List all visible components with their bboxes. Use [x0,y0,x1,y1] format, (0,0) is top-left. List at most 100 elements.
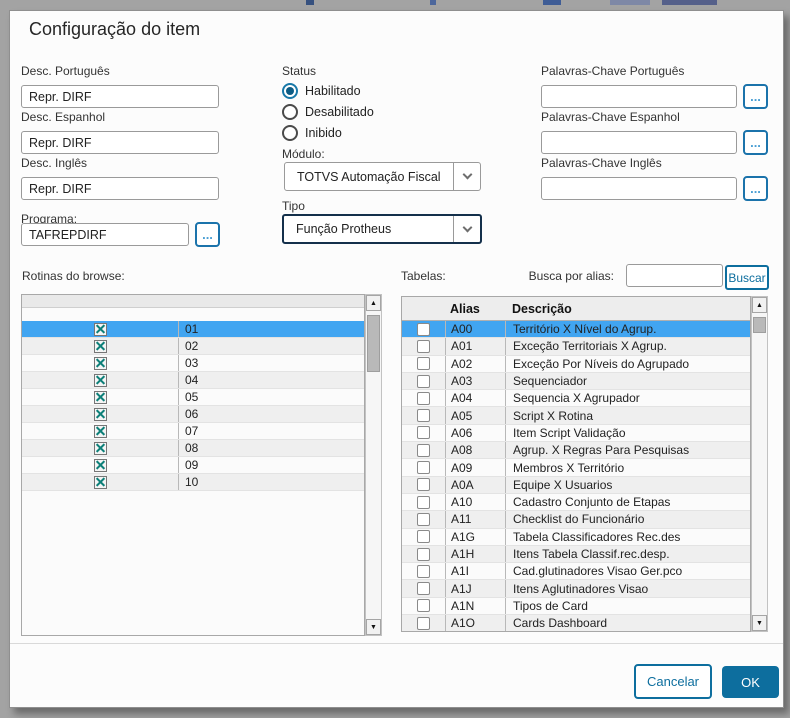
rotinas-table: 01 02 03 04 05 06 07 08 09 10 [21,294,365,636]
tabela-row[interactable]: A02 Exceção Por Níveis do Agrupado [402,355,750,373]
tabela-row[interactable]: A1I Cad.glutinadores Visao Ger.pco [402,563,750,581]
tabela-row[interactable]: A06 Item Script Validação [402,424,750,443]
row-checkbox[interactable] [417,339,430,353]
tabela-row[interactable]: A11 Checklist do Funcionário [402,511,750,529]
keywords-portugues-input[interactable] [541,85,737,108]
keywords-espanhol-browse-button[interactable]: ... [743,130,768,155]
tabela-alias: A09 [445,459,505,476]
tabela-row[interactable]: A03 Sequenciador [402,372,750,391]
radio-desabilitado-label: Desabilitado [305,105,374,119]
row-checkbox[interactable] [417,374,430,388]
keywords-ingles-input[interactable] [541,177,737,200]
row-checkbox[interactable] [417,357,430,371]
radio-unselected-icon [282,104,298,120]
checked-x-icon [93,339,107,353]
row-checkbox[interactable] [417,512,430,526]
rotina-row[interactable]: 06 [22,406,364,423]
tabela-row[interactable]: A1N Tipos de Card [402,597,750,616]
scroll-up-icon[interactable]: ▲ [752,297,767,313]
tabela-row[interactable]: A09 Membros X Território [402,459,750,477]
tabela-row[interactable]: A0A Equipe X Usuarios [402,476,750,494]
desc-espanhol-input[interactable] [21,131,219,154]
row-checkbox[interactable] [417,495,430,509]
rotina-number: 10 [185,475,199,489]
row-checkbox[interactable] [417,322,430,336]
tabela-alias: A0A [445,476,505,493]
row-checkbox[interactable] [417,461,430,475]
tipo-value: Função Protheus [296,222,392,236]
rotina-row[interactable]: 03 [22,355,364,372]
rotinas-scrollbar[interactable]: ▲ ▼ [365,294,382,636]
tabela-alias: A1I [445,563,505,580]
row-checkbox[interactable] [417,530,430,544]
row-checkbox[interactable] [417,582,430,596]
rotina-row[interactable]: 10 [22,474,364,491]
rotina-row[interactable]: 08 [22,440,364,457]
tabela-row[interactable]: A01 Exceção Territoriais X Agrup. [402,338,750,356]
checked-x-icon [93,373,107,387]
rotinas-scrollbar-thumb[interactable] [367,315,380,372]
row-checkbox[interactable] [417,564,430,578]
radio-habilitado[interactable]: Habilitado [282,83,361,99]
tabela-row[interactable]: A1H Itens Tabela Classif.rec.desp. [402,545,750,564]
tabela-row[interactable]: A1O Cards Dashboard [402,615,750,631]
checked-x-icon [93,322,107,336]
tabela-descricao: Sequenciador [505,372,750,390]
desc-portugues-input[interactable] [21,85,219,108]
keywords-portugues-browse-button[interactable]: ... [743,84,768,109]
tabela-row[interactable]: A1J Itens Aglutinadores Visao [402,580,750,598]
rotina-row[interactable]: 05 [22,389,364,406]
tabelas-table: Alias Descrição A00 Território X Nível do… [401,296,751,632]
row-checkbox[interactable] [417,616,430,630]
tabela-alias: A1N [445,597,505,615]
row-checkbox[interactable] [417,478,430,492]
alias-column-header: Alias [450,302,480,316]
row-checkbox[interactable] [417,443,430,457]
tabela-row[interactable]: A1G Tabela Classificadores Rec.des [402,528,750,546]
desc-ingles-input[interactable] [21,177,219,200]
tabela-row[interactable]: A04 Sequencia X Agrupador [402,390,750,408]
tabelas-scrollbar-thumb[interactable] [753,317,766,333]
programa-input[interactable] [21,223,189,246]
modulo-value: TOTVS Automação Fiscal [297,169,441,184]
keywords-espanhol-input[interactable] [541,131,737,154]
cancel-button[interactable]: Cancelar [634,664,712,699]
row-checkbox[interactable] [417,426,430,440]
scroll-down-icon[interactable]: ▼ [366,619,381,635]
rotina-row[interactable]: 02 [22,338,364,355]
tabela-descricao: Equipe X Usuarios [505,476,750,493]
rotina-row[interactable]: 04 [22,372,364,389]
buscar-button[interactable]: Buscar [725,265,769,290]
busca-alias-input[interactable] [626,264,723,287]
tabela-row[interactable]: A00 Território X Nível do Agrup. [402,321,750,339]
tabela-row[interactable]: A10 Cadastro Conjunto de Etapas [402,493,750,512]
scroll-up-icon[interactable]: ▲ [366,295,381,311]
tabelas-table-header: Alias Descrição [402,297,750,321]
radio-desabilitado[interactable]: Desabilitado [282,104,374,120]
tipo-select[interactable]: Função Protheus [282,214,482,244]
rotina-row[interactable]: 07 [22,423,364,440]
scroll-down-icon[interactable]: ▼ [752,615,767,631]
row-checkbox[interactable] [417,547,430,561]
rotina-number: 03 [185,356,199,370]
tabela-descricao: Cards Dashboard [505,615,750,631]
tabela-descricao: Cadastro Conjunto de Etapas [505,493,750,511]
checked-x-icon [93,424,107,438]
dialog-title: Configuração do item [29,19,201,39]
modulo-select[interactable]: TOTVS Automação Fiscal [284,162,481,191]
row-checkbox[interactable] [417,599,430,613]
programa-label: Programa: [21,212,78,226]
row-checkbox[interactable] [417,391,430,405]
programa-browse-button[interactable]: ... [195,222,220,247]
tabela-row[interactable]: A05 Script X Rotina [402,407,750,425]
tabelas-scrollbar[interactable]: ▲ ▼ [751,296,768,632]
rotina-row[interactable]: 01 [22,321,364,338]
radio-inibido[interactable]: Inibido [282,125,342,141]
rotina-row[interactable]: 09 [22,457,364,474]
tabela-row[interactable]: A08 Agrup. X Regras Para Pesquisas [402,442,750,460]
footer-divider [10,643,783,644]
row-checkbox[interactable] [417,409,430,423]
keywords-ingles-browse-button[interactable]: ... [743,176,768,201]
ok-button[interactable]: OK [722,666,779,698]
busca-alias-label: Busca por alias: [528,269,614,283]
